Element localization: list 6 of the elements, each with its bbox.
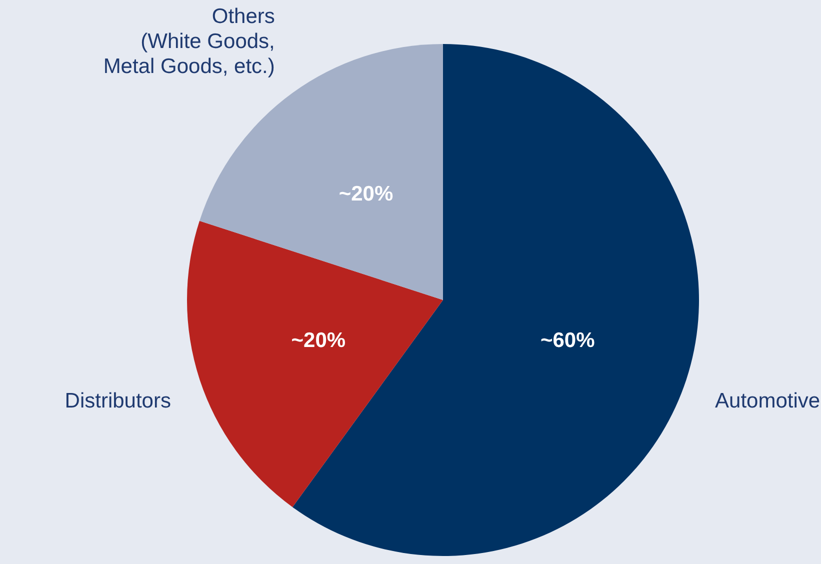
- data-label: ~60%: [540, 328, 596, 352]
- slice-label: Automotive: [715, 389, 820, 412]
- data-label: ~20%: [338, 182, 394, 206]
- data-label: ~20%: [291, 328, 346, 352]
- slice-label: Distributors: [64, 389, 171, 412]
- slice-label: Others (White Goods, Metal Goods, etc.): [103, 5, 275, 78]
